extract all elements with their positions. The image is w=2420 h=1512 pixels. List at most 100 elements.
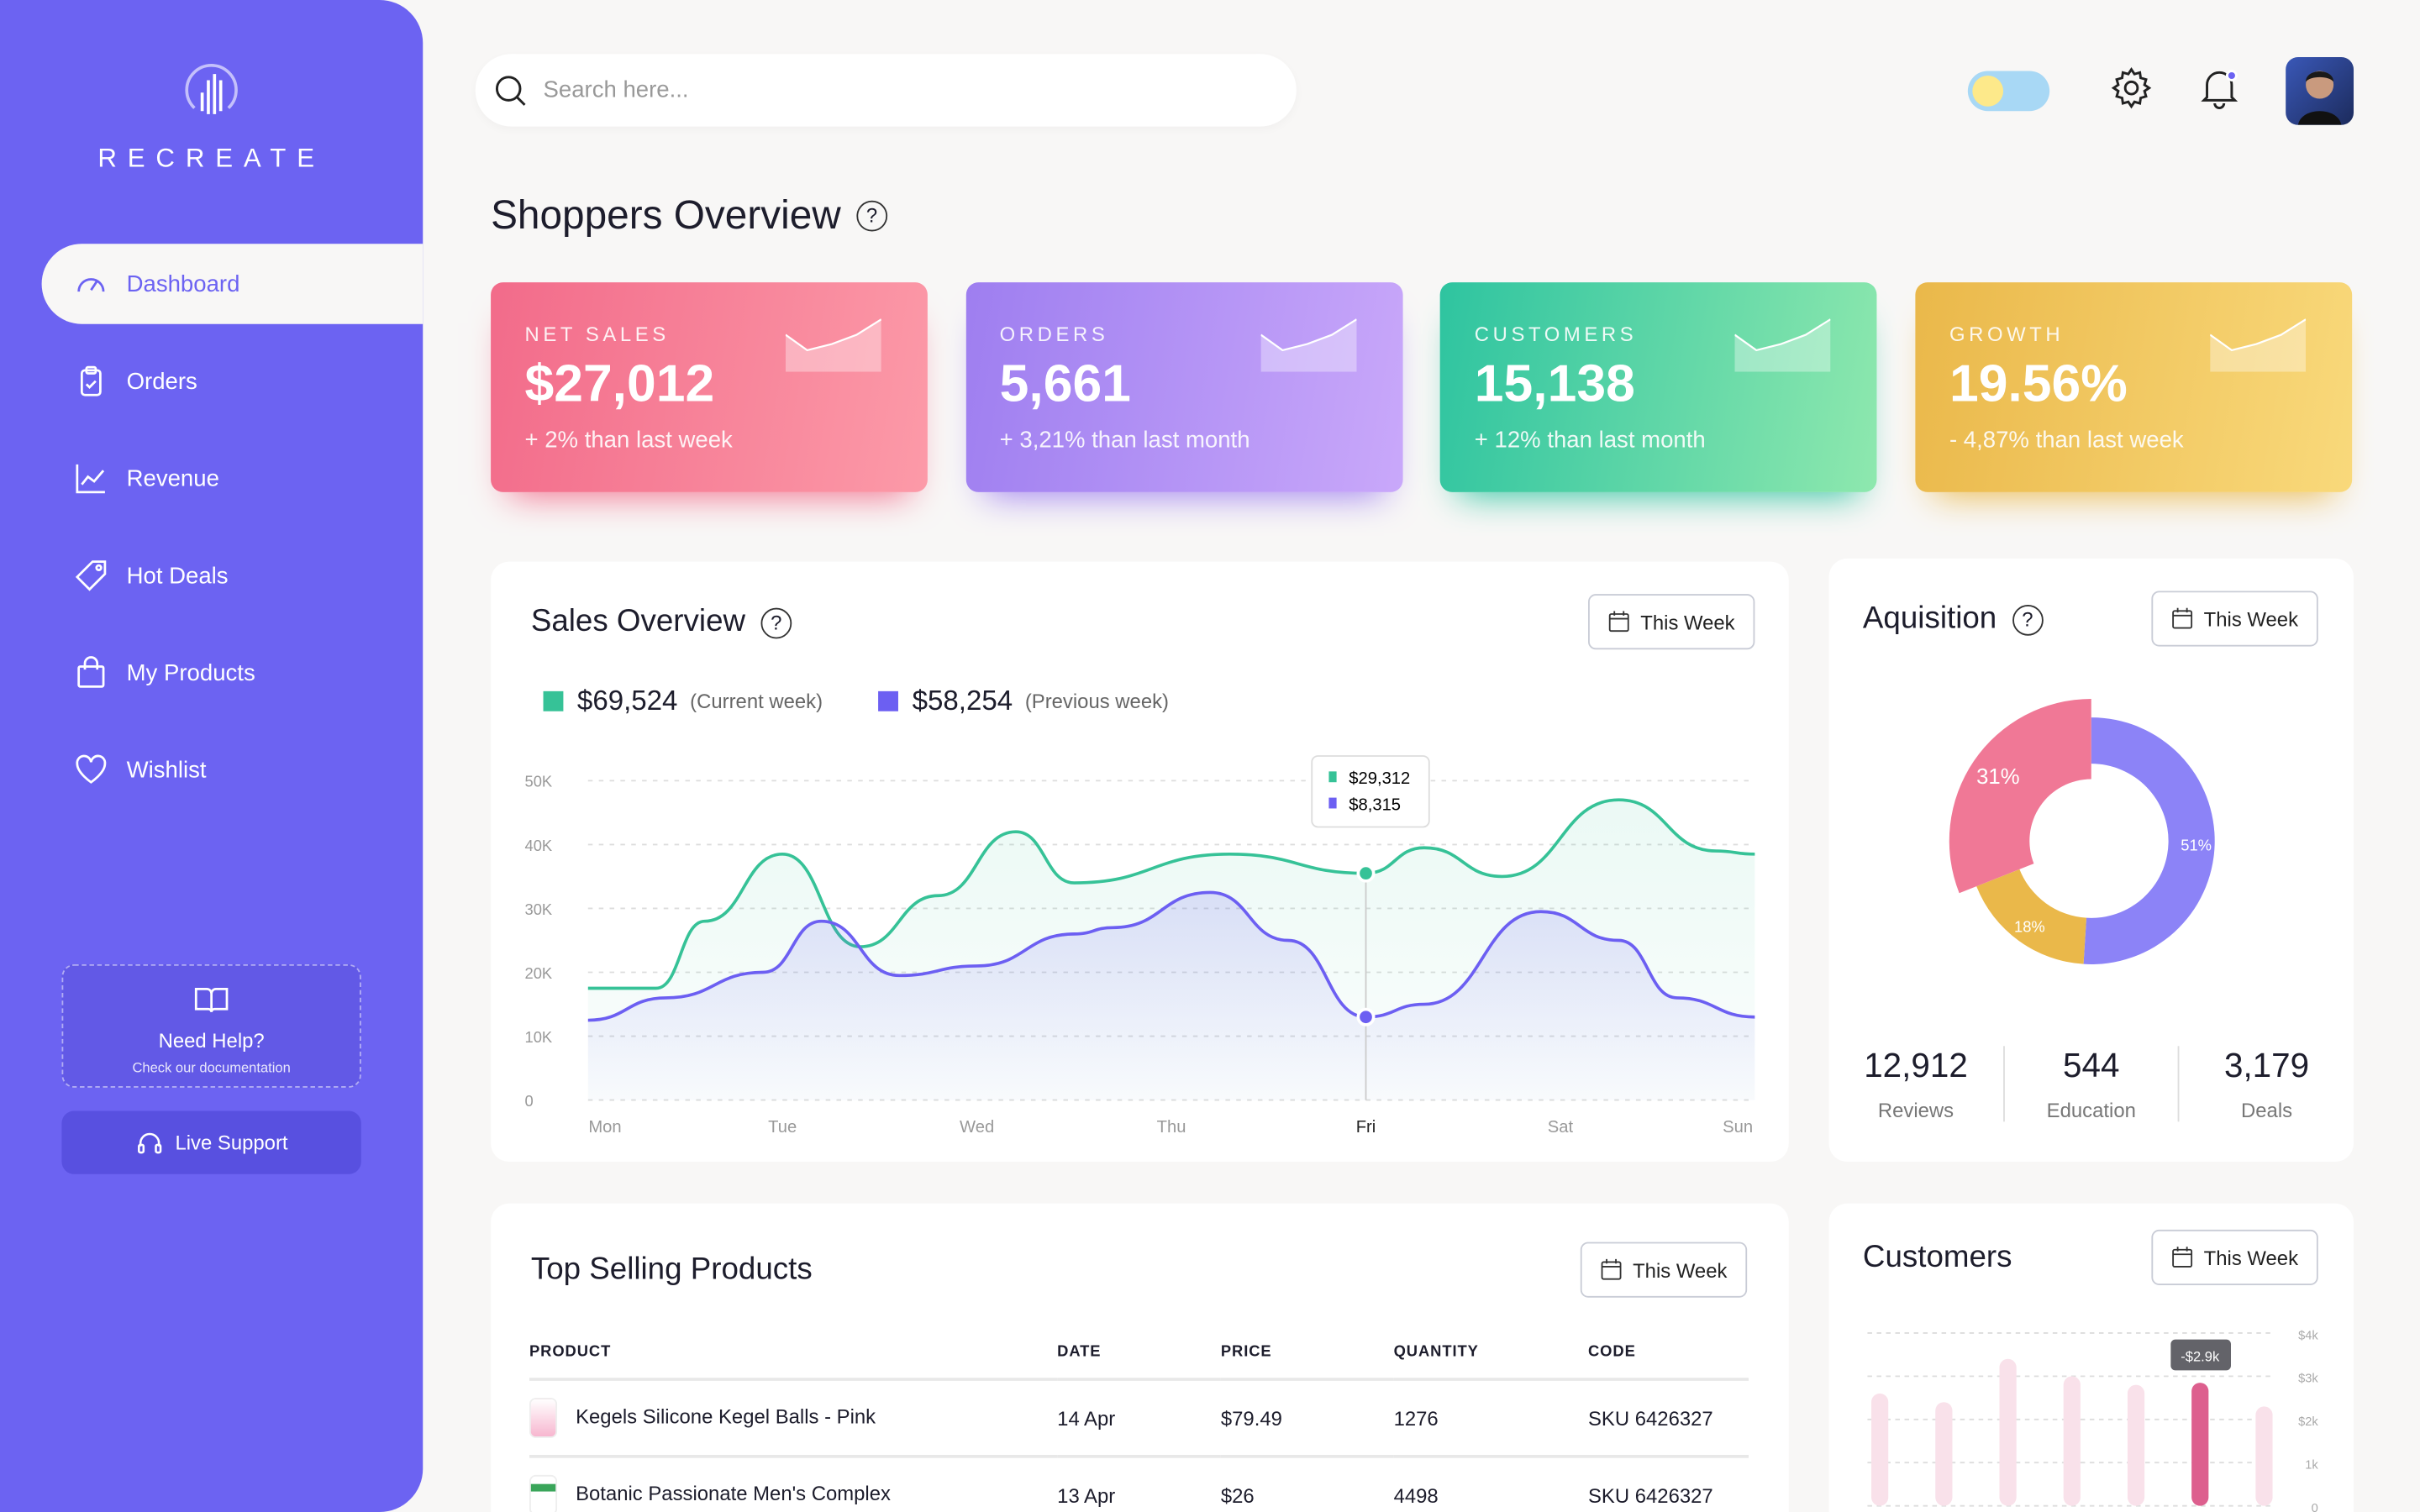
sidebar-item-orders[interactable]: Orders [0, 341, 423, 422]
table-cell: $79.49 [1220, 1379, 1394, 1458]
y-tick-label: 30K [524, 900, 552, 918]
table-cell: SKU 6426327 [1587, 1379, 1749, 1458]
x-tick-label: Sat [1548, 1118, 1574, 1137]
acquisition-donut: 51% 18% 31% [1949, 699, 2215, 964]
chart-tooltip: $29,312 $8,315 [1311, 755, 1430, 828]
column-header[interactable]: CODE [1587, 1326, 1749, 1381]
column-header[interactable]: DATE [1057, 1326, 1221, 1381]
stat-value: $27,012 [524, 354, 715, 414]
bell-icon[interactable] [2196, 65, 2243, 111]
acquisition-stat: 3,179 Deals [2180, 1046, 2354, 1121]
brand-name: RECREATE [97, 143, 325, 173]
gear-icon[interactable] [2108, 65, 2154, 111]
customers-period-button[interactable]: This Week [2151, 1229, 2318, 1285]
search-input[interactable] [543, 76, 1223, 104]
column-header[interactable]: QUANTITY [1393, 1326, 1588, 1381]
slice-label: 51% [2181, 836, 2212, 853]
stat-change: + 12% than last month [1474, 427, 1706, 454]
sidebar-item-revenue[interactable]: Revenue [0, 438, 423, 519]
tooltip-box [1311, 755, 1430, 828]
current-week-label: (Current week) [690, 690, 823, 713]
previous-week-swatch [878, 690, 899, 711]
product-thumbnail [529, 1398, 558, 1438]
series-line [587, 798, 1755, 990]
sidebar-item-wishlist[interactable]: Wishlist [0, 730, 423, 811]
previous-week-label: (Previous week) [1024, 690, 1170, 713]
stat-label: Reviews [1877, 1098, 1954, 1122]
sidebar-item-dashboard[interactable]: Dashboard [41, 244, 424, 324]
pie-slice [2083, 717, 2215, 964]
table-cell: Botanic Passionate Men's Complex [529, 1456, 1058, 1512]
help-title: Need Help? [158, 1029, 265, 1053]
sidebar-item-my-products[interactable]: My Products [0, 633, 423, 713]
stat-value: 19.56% [1949, 354, 2128, 414]
help-icon[interactable]: ? [856, 199, 887, 231]
help-icon[interactable]: ? [760, 606, 792, 638]
help-subtitle[interactable]: Check our documentation [132, 1059, 291, 1076]
x-tick-label: Sun [1723, 1118, 1753, 1137]
stat-number: 12,912 [1864, 1046, 1968, 1085]
bar [2191, 1383, 2209, 1506]
tooltip-value: -$2.9k [2181, 1348, 2220, 1364]
theme-toggle[interactable] [1967, 71, 2050, 112]
headset-icon [137, 1131, 161, 1153]
y-tick-label: $2k [2298, 1415, 2318, 1429]
live-support-button[interactable]: Live Support [61, 1110, 361, 1174]
stat-label: Education [2046, 1098, 2136, 1122]
clipboard-icon [80, 365, 102, 396]
search-icon [495, 75, 526, 106]
stat-card-customers[interactable]: CUSTOMERS 15,138 + 12% than last month [1440, 282, 1878, 492]
sparkline-icon [1735, 318, 1832, 372]
pie-slice [1949, 699, 2091, 894]
table-row[interactable]: Kegels Silicone Kegel Balls - Pink 14 Apr… [529, 1379, 1749, 1458]
stat-card-orders[interactable]: ORDERS 5,661 + 3,21% than last month [965, 282, 1403, 492]
column-header[interactable]: PRICE [1220, 1326, 1394, 1381]
acquisition-stat: 12,912 Reviews [1829, 1046, 2005, 1122]
column-header[interactable]: PRODUCT [529, 1326, 1058, 1381]
sales-period-button[interactable]: This Week [1587, 594, 1755, 650]
avatar[interactable] [2286, 56, 2354, 125]
calendar-icon [1608, 611, 1629, 633]
series-line [587, 890, 1755, 1022]
table-cell: 14 Apr [1057, 1379, 1221, 1458]
stat-number: 3,179 [2223, 1046, 2310, 1085]
search-bar [475, 54, 1297, 127]
logo[interactable]: RECREATE [0, 61, 423, 174]
pie-slice [1976, 869, 2087, 964]
tooltip-value: $8,315 [1349, 795, 1401, 814]
table-cell: 13 Apr [1057, 1456, 1221, 1512]
stat-card-net-sales[interactable]: NET SALES $27,012 + 2% than last week [491, 282, 928, 492]
product-name: Kegels Silicone Kegel Balls - Pink [576, 1404, 876, 1428]
calendar-icon [2172, 1247, 2192, 1268]
products-title: Top Selling Products [530, 1252, 813, 1287]
calendar-icon [1601, 1258, 1622, 1280]
sidebar-item-hot-deals[interactable]: Hot Deals [0, 535, 423, 616]
acquisition-period-button[interactable]: This Week [2151, 591, 2318, 647]
hover-point [1356, 864, 1376, 883]
bar [1935, 1402, 1953, 1506]
bar [2127, 1384, 2145, 1506]
products-period-button[interactable]: This Week [1580, 1242, 1748, 1298]
help-icon[interactable]: ? [2012, 604, 2044, 635]
y-tick-label: $4k [2298, 1329, 2318, 1342]
x-tick-label: Tue [768, 1118, 797, 1137]
acquisition-stat: 544 Education [2004, 1046, 2181, 1122]
customers-title: Customers [1862, 1240, 2012, 1275]
line-chart-icon [76, 464, 105, 494]
x-tick-label: Mon [588, 1118, 621, 1137]
stat-card-growth[interactable]: GROWTH 19.56% - 4,87% than last week [1915, 282, 2353, 492]
y-tick-label: 1k [2305, 1459, 2318, 1473]
y-tick-label: 40K [524, 837, 552, 854]
current-week-value: $69,524 [576, 685, 678, 717]
help-box[interactable]: Need Help? Check our documentation [61, 963, 361, 1088]
tooltip-value: $29,312 [1349, 769, 1410, 788]
table-row[interactable]: Botanic Passionate Men's Complex 13 Apr $2… [529, 1456, 1749, 1512]
sales-title: Sales Overview [530, 604, 746, 639]
gauge-icon [77, 278, 105, 292]
bar-tooltip: -$2.9k [2170, 1339, 2231, 1371]
bar [2063, 1376, 2081, 1506]
product-thumbnail [529, 1474, 558, 1512]
table-cell: SKU 6426327 [1587, 1456, 1749, 1512]
stat-change: + 2% than last week [524, 427, 733, 454]
stat-change: - 4,87% than last week [1949, 427, 2184, 454]
